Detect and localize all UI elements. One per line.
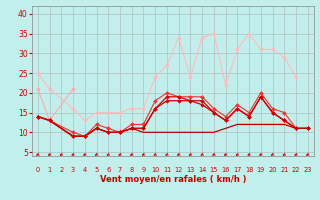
X-axis label: Vent moyen/en rafales ( km/h ): Vent moyen/en rafales ( km/h ) <box>100 174 246 184</box>
